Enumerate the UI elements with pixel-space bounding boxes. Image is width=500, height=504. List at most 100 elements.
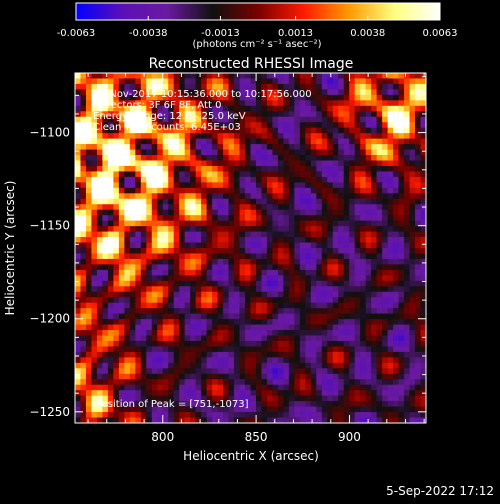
heatmap-cell bbox=[91, 116, 98, 123]
heatmap-cell bbox=[415, 362, 421, 369]
heatmap-cell bbox=[113, 193, 120, 200]
heatmap-cell bbox=[151, 83, 158, 90]
heatmap-cell bbox=[124, 258, 131, 265]
heatmap-cell bbox=[283, 373, 290, 380]
heatmap-cell bbox=[382, 302, 388, 309]
heatmap-cell bbox=[168, 198, 175, 205]
heatmap-cell bbox=[371, 187, 377, 194]
heatmap-cell bbox=[310, 351, 317, 358]
heatmap-cell bbox=[305, 149, 312, 156]
heatmap-cell bbox=[420, 340, 427, 347]
heatmap-cell bbox=[349, 302, 355, 309]
heatmap-cell bbox=[343, 340, 350, 347]
heatmap-cell bbox=[327, 171, 334, 178]
heatmap-cell bbox=[157, 83, 164, 90]
heatmap-cell bbox=[376, 357, 383, 364]
heatmap-cell bbox=[360, 89, 366, 96]
heatmap-cell bbox=[140, 198, 147, 205]
heatmap-cell bbox=[420, 302, 427, 309]
heatmap-cell bbox=[349, 395, 355, 402]
heatmap-cell bbox=[113, 226, 120, 232]
heatmap-cell bbox=[107, 242, 114, 249]
heatmap-cell bbox=[360, 379, 366, 386]
heatmap-cell bbox=[239, 176, 246, 183]
heatmap-cell bbox=[387, 89, 394, 96]
heatmap-cell bbox=[332, 138, 339, 145]
heatmap-cell bbox=[382, 286, 388, 293]
heatmap-cell bbox=[107, 209, 114, 216]
heatmap-cell bbox=[349, 138, 355, 145]
heatmap-cell bbox=[75, 275, 81, 282]
heatmap-cell bbox=[360, 231, 366, 238]
heatmap-cell bbox=[96, 417, 103, 424]
heatmap-cell bbox=[409, 171, 416, 178]
heatmap-cell bbox=[102, 384, 109, 391]
heatmap-cell bbox=[201, 165, 207, 172]
heatmap-cell bbox=[310, 242, 317, 249]
heatmap-cell bbox=[327, 286, 334, 293]
heatmap-cell bbox=[107, 368, 114, 375]
heatmap-cell bbox=[415, 220, 421, 227]
heatmap-cell bbox=[382, 89, 388, 96]
heatmap-cell bbox=[146, 379, 153, 386]
heatmap-cell bbox=[217, 160, 224, 167]
heatmap-cell bbox=[387, 275, 394, 282]
heatmap-cell bbox=[212, 275, 218, 282]
heatmap-cell bbox=[157, 401, 164, 407]
heatmap-cell bbox=[250, 412, 257, 418]
heatmap-cell bbox=[261, 412, 268, 418]
heatmap-cell bbox=[245, 105, 251, 112]
heatmap-cell bbox=[124, 83, 131, 90]
heatmap-cell bbox=[272, 264, 279, 271]
heatmap-cell bbox=[288, 111, 295, 118]
heatmap-cell bbox=[387, 253, 394, 260]
heatmap-cell bbox=[420, 275, 427, 282]
heatmap-cell bbox=[250, 340, 257, 347]
heatmap-cell bbox=[113, 176, 120, 183]
heatmap-cell bbox=[387, 78, 394, 85]
heatmap-cell bbox=[135, 176, 142, 183]
heatmap-cell bbox=[409, 193, 416, 200]
heatmap-cell bbox=[201, 209, 207, 216]
heatmap-cell bbox=[239, 105, 246, 112]
heatmap-cell bbox=[223, 149, 229, 156]
heatmap-cell bbox=[393, 313, 399, 320]
heatmap-cell bbox=[343, 78, 350, 85]
heatmap-cell bbox=[354, 248, 361, 254]
heatmap-cell bbox=[349, 149, 355, 156]
heatmap-cell bbox=[151, 384, 158, 391]
heatmap-cell bbox=[245, 204, 251, 211]
heatmap-cell bbox=[365, 280, 372, 287]
heatmap-cell bbox=[415, 417, 421, 424]
heatmap-cell bbox=[338, 83, 345, 90]
heatmap-cell bbox=[190, 362, 196, 369]
heatmap-cell bbox=[135, 357, 142, 364]
heatmap-cell bbox=[140, 406, 147, 413]
heatmap-cell bbox=[354, 149, 361, 156]
heatmap-cell bbox=[124, 248, 131, 254]
heatmap-cell bbox=[332, 291, 339, 298]
heatmap-cell bbox=[85, 373, 92, 380]
heatmap-cell bbox=[245, 313, 251, 320]
heatmap-cell bbox=[321, 373, 328, 380]
heatmap-cell bbox=[179, 187, 185, 194]
heatmap-cell bbox=[349, 406, 355, 413]
heatmap-cell bbox=[360, 324, 366, 331]
heatmap-cell bbox=[343, 215, 350, 221]
heatmap-cell bbox=[162, 346, 169, 353]
heatmap-cell bbox=[173, 297, 180, 303]
heatmap-cell bbox=[91, 390, 98, 396]
heatmap-cell bbox=[217, 100, 224, 107]
heatmap-cell bbox=[266, 379, 273, 386]
heatmap-cell bbox=[360, 319, 366, 325]
heatmap-cell bbox=[151, 291, 158, 298]
heatmap-cell bbox=[245, 368, 251, 375]
heatmap-cell bbox=[206, 155, 213, 161]
heatmap-cell bbox=[321, 346, 328, 353]
heatmap-cell bbox=[343, 237, 350, 243]
heatmap-cell bbox=[184, 373, 191, 380]
heatmap-cell bbox=[409, 412, 416, 418]
heatmap-cell bbox=[382, 248, 388, 254]
heatmap-cell bbox=[294, 133, 301, 139]
heatmap-cell bbox=[91, 324, 98, 331]
